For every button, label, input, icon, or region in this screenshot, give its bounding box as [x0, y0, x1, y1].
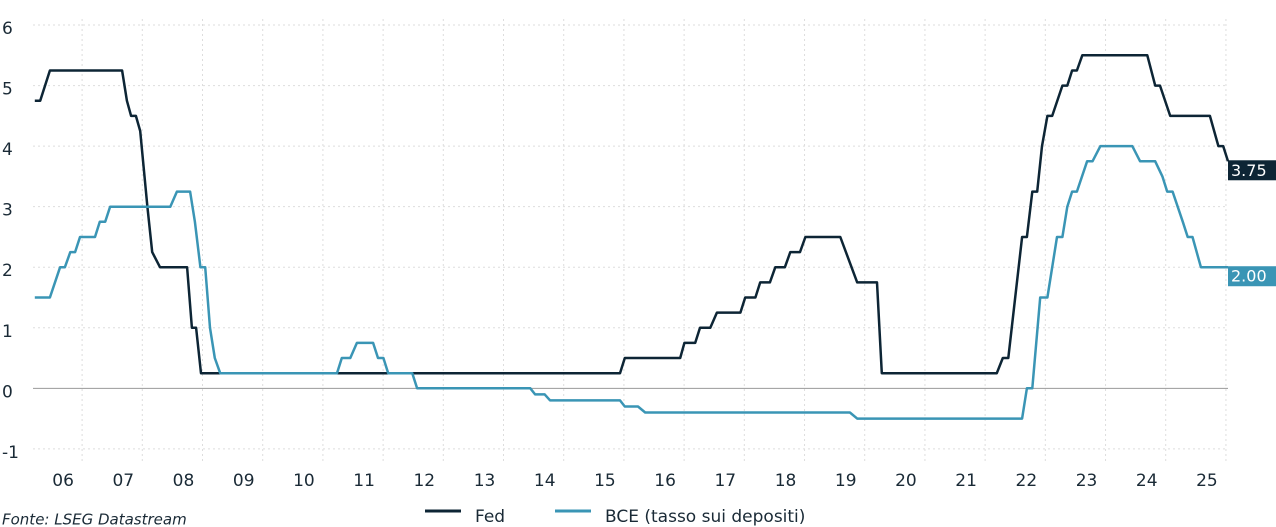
y-tick-label: 6 [2, 19, 13, 39]
x-tick-label: 24 [1136, 471, 1158, 491]
x-tick-label: 23 [1076, 471, 1098, 491]
x-tick-label: 19 [835, 471, 857, 491]
y-tick-label: 4 [2, 140, 13, 160]
source: Fonte: LSEG Datastream [2, 511, 187, 527]
x-tick-label: 20 [895, 471, 917, 491]
legend-label: BCE (tasso sui depositi) [605, 507, 805, 527]
y-tick-label: -1 [2, 443, 19, 463]
y-tick-label: 5 [2, 80, 13, 100]
x-tick-label: 07 [112, 471, 134, 491]
x-tick-label: 17 [714, 471, 736, 491]
x-tick-label: 16 [654, 471, 676, 491]
x-tick-label: 25 [1196, 471, 1218, 491]
end-label-box [1228, 160, 1276, 181]
x-tick-label: 10 [293, 471, 315, 491]
x-tick-label: 06 [52, 471, 74, 491]
line [34, 144, 1228, 420]
y-tick-label: 3 [2, 201, 13, 221]
x-tick-label: 18 [775, 471, 797, 491]
x-tick-label: 09 [233, 471, 255, 491]
x-tick-label: 08 [173, 471, 195, 491]
x-tick-label: 12 [413, 471, 435, 491]
y-tick-label: 2 [2, 261, 13, 281]
legend-label: Fed [475, 507, 505, 527]
x-tick-label: 21 [955, 471, 977, 491]
end-label-box [1228, 266, 1276, 287]
x-tick-label: 11 [353, 471, 375, 491]
x-tick-label: 22 [1016, 471, 1038, 491]
y-tick-label: 1 [2, 322, 13, 342]
line [34, 54, 1230, 375]
x-tick-label: 13 [474, 471, 496, 491]
end-label: 3.75 [1231, 161, 1267, 180]
x-tick-label: 14 [534, 471, 556, 491]
end-label: 2.00 [1231, 267, 1267, 286]
y-tick-label: 0 [2, 382, 13, 402]
x-tick-label: 15 [594, 471, 616, 491]
